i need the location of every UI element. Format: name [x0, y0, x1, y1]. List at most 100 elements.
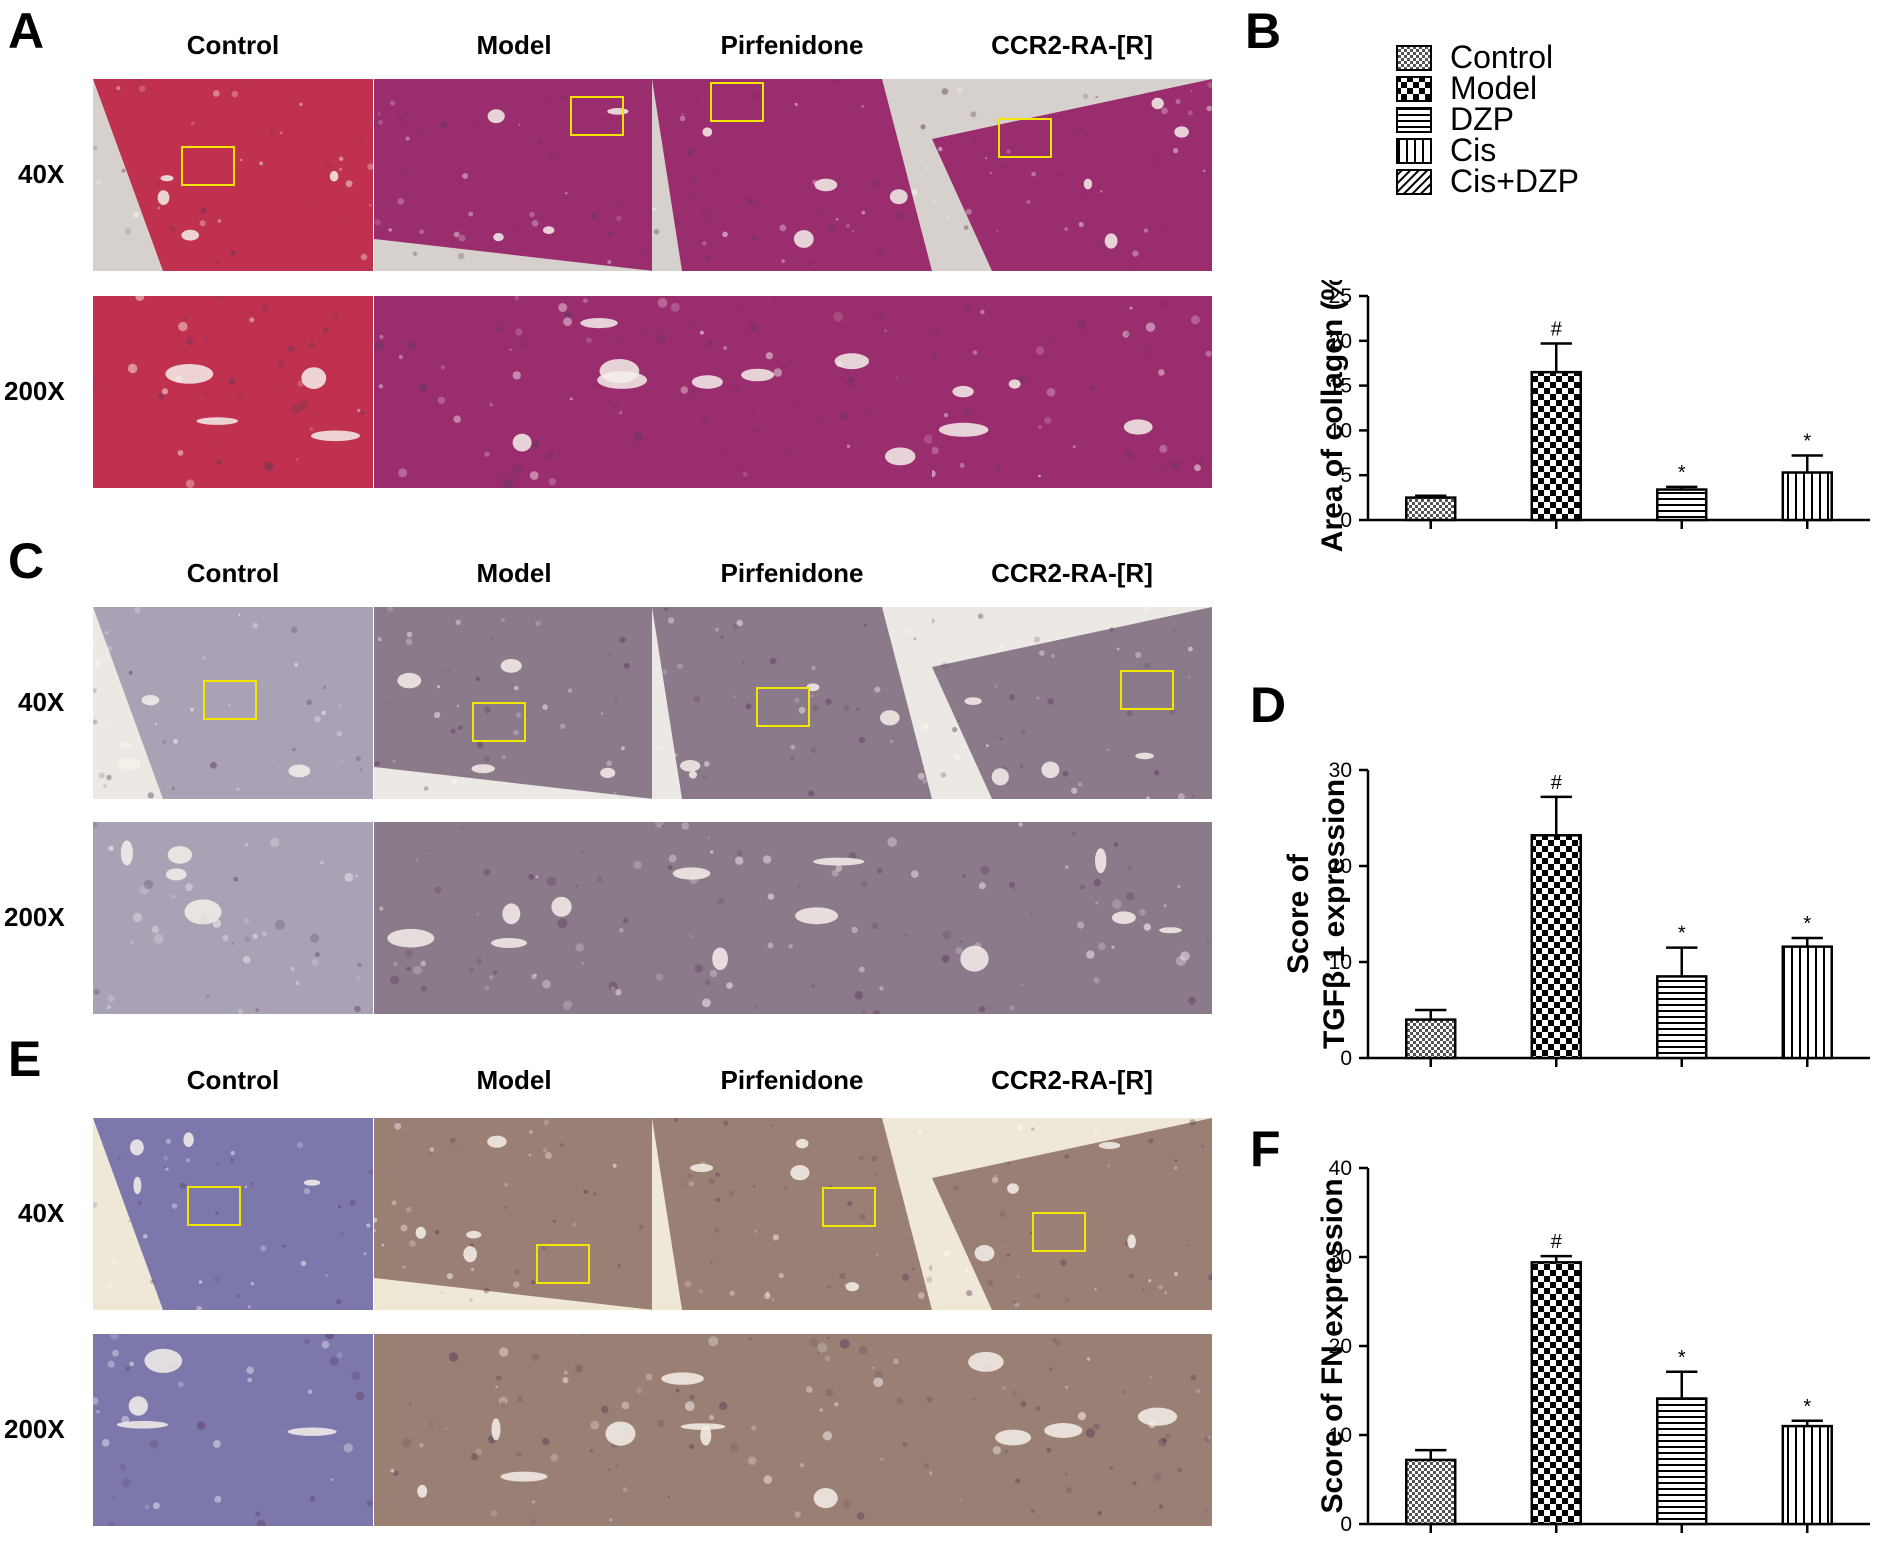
roi-box-e-4	[1032, 1212, 1086, 1252]
bar-dzp	[1656, 975, 1708, 1060]
micrograph-a-40x-4	[932, 79, 1212, 271]
roi-box-c-1	[203, 680, 257, 720]
micrograph-c-200x-4	[932, 822, 1212, 1014]
micrograph-c-40x-3	[652, 607, 932, 799]
micrograph-c-40x-4	[932, 607, 1212, 799]
y-tick-label: 10	[1329, 951, 1352, 974]
panel-letter-c: C	[8, 533, 45, 589]
row-label-c-40x: 40X	[18, 687, 65, 717]
micrograph-e-200x-1	[93, 1334, 373, 1526]
row-label-a-200x: 200X	[4, 376, 65, 406]
micrograph-a-40x-3	[652, 79, 932, 271]
legend-label-4: Cis	[1450, 132, 1496, 168]
significance-mark: *	[1803, 913, 1811, 935]
y-tick-label: 0	[1340, 509, 1352, 532]
micrograph-e-40x-3	[652, 1118, 932, 1310]
micrograph-e-40x-2	[374, 1118, 654, 1310]
y-axis-label: Score of	[1282, 853, 1315, 974]
bar-dzp	[1656, 488, 1708, 522]
y-axis-label: Area of collagen (%)	[1316, 280, 1349, 552]
y-axis-label: TGFβ 1 expression	[1318, 779, 1351, 1049]
micrograph-e-40x-1	[93, 1118, 373, 1310]
micrograph-a-200x-2	[374, 296, 654, 488]
y-tick-label: 15	[1329, 375, 1352, 398]
y-tick-label: 20	[1329, 330, 1352, 353]
legend-label-1: Control	[1450, 40, 1553, 75]
y-tick-label: 30	[1329, 1246, 1352, 1269]
micrograph-e-200x-2	[374, 1334, 654, 1526]
column-header-e-2: Model	[476, 1065, 552, 1095]
legend-label-2: Model	[1450, 70, 1537, 106]
panel-letter-a: A	[8, 3, 45, 59]
y-tick-label: 20	[1329, 855, 1352, 878]
bar-model	[1530, 370, 1582, 522]
y-tick-label: 5	[1340, 464, 1352, 487]
micrograph-a-200x-4	[932, 296, 1212, 488]
panel-letter-d: D	[1250, 677, 1287, 733]
y-axis-label: Score of FN expression	[1316, 1178, 1349, 1513]
column-header-c-4: CCR2-RA-[R]	[991, 558, 1153, 588]
bar-model	[1530, 834, 1582, 1060]
roi-box-e-3	[822, 1187, 876, 1227]
bar-cis	[1781, 1424, 1833, 1526]
roi-box-a-1	[181, 146, 235, 186]
y-tick-label: 10	[1329, 419, 1352, 442]
legend-swatch-5	[1396, 169, 1432, 195]
significance-mark: #	[1551, 1231, 1563, 1253]
legend-swatch-2	[1396, 76, 1432, 102]
column-header-a-4: CCR2-RA-[R]	[991, 30, 1153, 60]
micrograph-c-200x-3	[652, 822, 932, 1014]
roi-box-e-1	[187, 1186, 241, 1226]
y-tick-label: 40	[1329, 1157, 1352, 1180]
significance-mark: *	[1803, 1396, 1811, 1418]
y-tick-label: 0	[1340, 1513, 1352, 1536]
legend-swatch-4	[1396, 138, 1432, 164]
column-header-a-1: Control	[186, 30, 280, 60]
panel-letter-f: F	[1250, 1121, 1281, 1177]
column-header-a-3: Pirfenidone	[720, 30, 864, 60]
micrograph-c-200x-2	[374, 822, 654, 1014]
legend-swatch-3	[1396, 107, 1432, 133]
legend-label-3: DZP	[1450, 101, 1514, 137]
chart-tgfb1-score: 0 10 20 30 Score of TGFβ 1 expression # * *	[1282, 759, 1870, 1070]
bar-control	[1405, 1458, 1457, 1526]
micrograph-e-40x-4	[932, 1118, 1212, 1310]
roi-box-c-4	[1120, 670, 1174, 710]
y-tick-label: 0	[1340, 1047, 1352, 1070]
column-header-e-4: CCR2-RA-[R]	[991, 1065, 1153, 1095]
column-header-c-3: Pirfenidone	[720, 558, 864, 588]
column-header-e-1: Control	[186, 1065, 280, 1095]
significance-mark: *	[1678, 462, 1686, 484]
column-header-c-1: Control	[186, 558, 280, 588]
bar-dzp	[1656, 1397, 1708, 1526]
significance-mark: #	[1551, 318, 1563, 340]
row-label-a-40x: 40X	[18, 159, 65, 189]
micrograph-e-200x-4	[932, 1334, 1212, 1526]
micrograph-c-200x-1	[93, 822, 373, 1014]
bar-cis	[1781, 945, 1833, 1060]
column-header-a-2: Model	[476, 30, 552, 60]
significance-mark: *	[1678, 1347, 1686, 1369]
micrograph-a-200x-3	[652, 296, 932, 488]
significance-mark: *	[1678, 923, 1686, 945]
bar-model	[1530, 1261, 1582, 1526]
micrograph-a-40x-2	[374, 79, 654, 271]
y-tick-label: 25	[1329, 285, 1352, 308]
micrograph-e-200x-3	[652, 1334, 932, 1526]
bar-control	[1405, 1018, 1457, 1060]
roi-box-a-4	[998, 118, 1052, 158]
row-label-e-40x: 40X	[18, 1198, 65, 1228]
column-header-c-2: Model	[476, 558, 552, 588]
roi-box-c-2	[472, 702, 526, 742]
row-label-c-200x: 200X	[4, 902, 65, 932]
y-tick-label: 20	[1329, 1335, 1352, 1358]
panel-letter-e: E	[8, 1031, 42, 1087]
legend-swatch-1	[1396, 45, 1432, 71]
micrograph-a-200x-1	[93, 296, 373, 488]
roi-box-a-3	[710, 82, 764, 122]
row-label-e-200x: 200X	[4, 1414, 65, 1444]
y-tick-label: 10	[1329, 1424, 1352, 1447]
